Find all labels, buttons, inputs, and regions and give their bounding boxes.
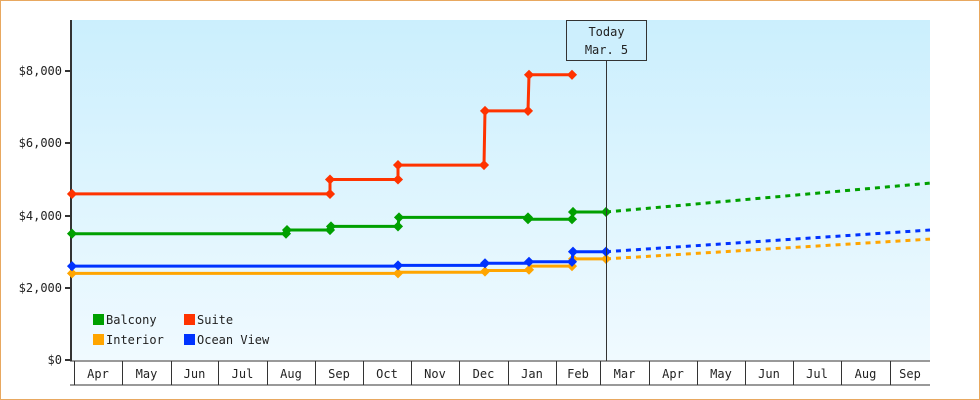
legend-swatch	[93, 314, 104, 325]
y-tick-label: $0	[48, 353, 62, 367]
y-tick-label: $8,000	[19, 64, 62, 78]
data-point-marker	[66, 268, 78, 279]
legend-swatch	[93, 334, 104, 345]
series-balcony	[66, 181, 931, 239]
x-tick-label: Sep	[328, 367, 350, 381]
plot-area	[72, 20, 930, 360]
today-marker: Today Mar. 5	[566, 20, 647, 361]
data-point-marker	[478, 159, 490, 171]
today-label: Today	[588, 25, 624, 39]
data-point-marker	[392, 268, 404, 279]
data-point-marker	[392, 174, 404, 185]
legend-label: Interior	[106, 333, 164, 347]
data-point-marker	[522, 105, 534, 116]
data-point-marker	[392, 221, 404, 232]
data-point-marker	[324, 174, 336, 185]
series-suite	[66, 69, 578, 200]
data-point-marker	[66, 261, 78, 272]
data-point-marker	[479, 266, 491, 277]
projection-line	[605, 228, 931, 254]
legend-swatch	[184, 334, 195, 345]
legend-swatch	[184, 314, 195, 325]
legend-item-suite: Suite	[184, 313, 233, 327]
x-tick-label: Apr	[87, 367, 109, 381]
x-tick-label: Dec	[473, 367, 495, 381]
data-point-marker	[567, 246, 579, 257]
data-point-marker	[325, 221, 337, 232]
y-tick-label: $4,000	[19, 209, 62, 223]
data-point-marker	[281, 224, 293, 236]
data-point-marker	[66, 188, 78, 200]
data-point-marker	[523, 264, 535, 275]
x-tick-label: Jun	[758, 367, 780, 381]
x-tick-label: Jan	[521, 367, 543, 381]
x-tick-label: Jul	[232, 367, 254, 381]
x-axis: Apr May Jun Jul Aug Sep Oct Nov Dec Jan Feb Mar Apr M…	[70, 360, 930, 386]
legend-label: Balcony	[106, 313, 157, 327]
data-point-marker	[566, 69, 578, 80]
legend-item-balcony: Balcony	[93, 313, 157, 327]
series-layer	[66, 69, 931, 279]
y-axis: $0 $2,000 $4,000 $6,000 $8,000	[19, 20, 72, 367]
x-tick-label: May	[136, 367, 158, 381]
x-tick-label: Jun	[184, 367, 206, 381]
y-tick-label: $6,000	[19, 136, 62, 150]
x-tick-label: Aug	[855, 367, 877, 381]
data-point-marker	[393, 212, 405, 223]
x-tick-label: Aug	[280, 367, 302, 381]
x-tick-label: Feb	[567, 367, 589, 381]
data-point-marker	[66, 228, 78, 239]
projection-line	[605, 181, 931, 214]
x-tick-label: Jul	[806, 367, 828, 381]
data-point-marker	[567, 206, 579, 218]
data-point-marker	[522, 214, 534, 225]
data-point-marker	[523, 256, 535, 267]
legend-item-ocean-view: Ocean View	[184, 333, 270, 347]
legend-label: Suite	[197, 313, 233, 327]
x-tick-label: May	[710, 367, 732, 381]
data-point-marker	[566, 256, 578, 267]
legend-item-interior: Interior	[93, 333, 164, 347]
legend: Balcony Suite Interior Ocean View	[93, 313, 270, 347]
x-tick-label: Sep	[899, 367, 921, 381]
series-ocean-view	[66, 228, 931, 272]
data-point-marker	[479, 105, 491, 116]
data-point-marker	[523, 69, 535, 80]
y-tick-label: $2,000	[19, 281, 62, 295]
data-point-marker	[392, 260, 404, 271]
data-point-marker	[392, 159, 404, 171]
legend-label: Ocean View	[197, 333, 270, 347]
x-tick-label: Apr	[662, 367, 684, 381]
x-tick-label: Mar	[614, 367, 636, 381]
data-point-marker	[479, 258, 491, 269]
data-point-marker	[324, 188, 336, 200]
x-tick-label: Oct	[376, 367, 398, 381]
today-label-box	[566, 20, 647, 61]
projection-line	[605, 237, 931, 261]
today-date: Mar. 5	[585, 43, 628, 57]
data-point-marker	[566, 214, 578, 225]
x-tick-label: Nov	[424, 367, 446, 381]
